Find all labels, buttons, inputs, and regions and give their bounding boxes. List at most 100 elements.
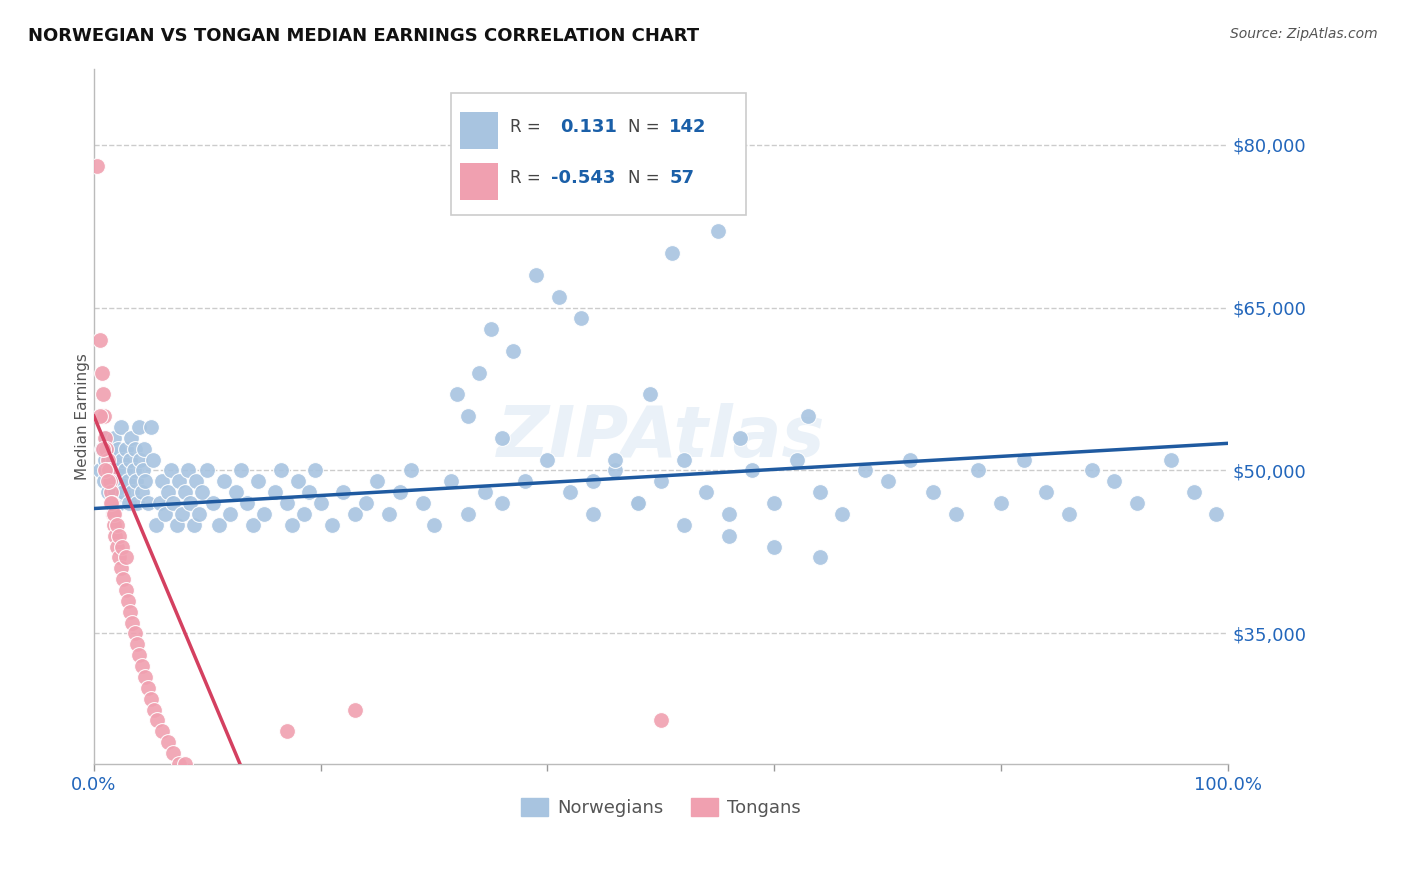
Point bbox=[103, 431, 125, 445]
Point bbox=[502, 343, 524, 358]
Point bbox=[1012, 452, 1035, 467]
Point bbox=[309, 496, 332, 510]
Point bbox=[131, 485, 153, 500]
Point bbox=[195, 767, 218, 781]
Point bbox=[292, 507, 315, 521]
Point bbox=[97, 463, 120, 477]
Point bbox=[321, 517, 343, 532]
Point bbox=[366, 475, 388, 489]
Point bbox=[638, 387, 661, 401]
Point bbox=[134, 670, 156, 684]
Point bbox=[114, 582, 136, 597]
Point bbox=[120, 452, 142, 467]
Point bbox=[231, 463, 253, 477]
Point bbox=[139, 420, 162, 434]
Point bbox=[706, 225, 728, 239]
Point bbox=[195, 463, 218, 477]
Point bbox=[1182, 485, 1205, 500]
Point bbox=[114, 463, 136, 477]
Point bbox=[446, 387, 468, 401]
Point bbox=[208, 767, 231, 781]
Point bbox=[138, 496, 160, 510]
Point bbox=[143, 702, 166, 716]
Point bbox=[112, 572, 135, 586]
Point bbox=[111, 540, 134, 554]
Point bbox=[560, 485, 582, 500]
Point bbox=[108, 496, 131, 510]
Point bbox=[124, 442, 146, 456]
Point bbox=[89, 409, 111, 424]
Point bbox=[524, 268, 547, 282]
Point bbox=[93, 409, 115, 424]
Point bbox=[94, 452, 117, 467]
Point bbox=[898, 452, 921, 467]
Point bbox=[605, 452, 627, 467]
Point bbox=[547, 290, 569, 304]
Point bbox=[1126, 496, 1149, 510]
Y-axis label: Median Earnings: Median Earnings bbox=[76, 352, 90, 480]
Point bbox=[264, 485, 287, 500]
Point bbox=[96, 452, 118, 467]
Point bbox=[142, 452, 165, 467]
Point bbox=[120, 605, 142, 619]
Point bbox=[332, 485, 354, 500]
Point bbox=[468, 366, 491, 380]
Point bbox=[672, 452, 695, 467]
Point bbox=[188, 507, 211, 521]
Point bbox=[90, 442, 112, 456]
Point bbox=[236, 496, 259, 510]
Point bbox=[104, 529, 127, 543]
Point bbox=[695, 485, 717, 500]
Point bbox=[162, 496, 184, 510]
Point bbox=[1080, 463, 1102, 477]
Point bbox=[208, 517, 231, 532]
Point bbox=[150, 724, 173, 739]
Point bbox=[139, 691, 162, 706]
Point bbox=[627, 496, 650, 510]
Point bbox=[650, 714, 672, 728]
Point bbox=[808, 485, 831, 500]
Point bbox=[145, 517, 167, 532]
Point bbox=[112, 485, 135, 500]
Point bbox=[103, 452, 125, 467]
Point bbox=[741, 463, 763, 477]
Point bbox=[108, 529, 131, 543]
Point bbox=[661, 246, 683, 260]
Point bbox=[479, 322, 502, 336]
Point bbox=[1205, 507, 1227, 521]
Point bbox=[155, 507, 177, 521]
Point bbox=[179, 496, 201, 510]
Point bbox=[103, 507, 125, 521]
Point bbox=[107, 442, 129, 456]
Point bbox=[219, 507, 242, 521]
Point bbox=[225, 485, 247, 500]
Point bbox=[125, 475, 148, 489]
Point bbox=[105, 540, 128, 554]
Point bbox=[94, 463, 117, 477]
Point bbox=[110, 561, 132, 575]
Point bbox=[93, 475, 115, 489]
Point bbox=[627, 496, 650, 510]
Legend: Norwegians, Tongans: Norwegians, Tongans bbox=[515, 790, 807, 824]
Point bbox=[276, 496, 298, 510]
Point bbox=[100, 485, 122, 500]
Point bbox=[149, 496, 172, 510]
Point bbox=[110, 420, 132, 434]
Point bbox=[276, 724, 298, 739]
Point bbox=[125, 496, 148, 510]
Point bbox=[114, 442, 136, 456]
Point bbox=[172, 507, 194, 521]
Point bbox=[160, 463, 183, 477]
Point bbox=[122, 463, 145, 477]
Point bbox=[457, 409, 479, 424]
Point bbox=[86, 159, 108, 173]
Point bbox=[201, 496, 224, 510]
Point bbox=[377, 507, 399, 521]
Point bbox=[853, 463, 876, 477]
Point bbox=[184, 767, 207, 781]
Point bbox=[167, 756, 190, 771]
Point bbox=[287, 475, 309, 489]
Point bbox=[354, 496, 377, 510]
Point bbox=[104, 485, 127, 500]
Text: Source: ZipAtlas.com: Source: ZipAtlas.com bbox=[1230, 27, 1378, 41]
